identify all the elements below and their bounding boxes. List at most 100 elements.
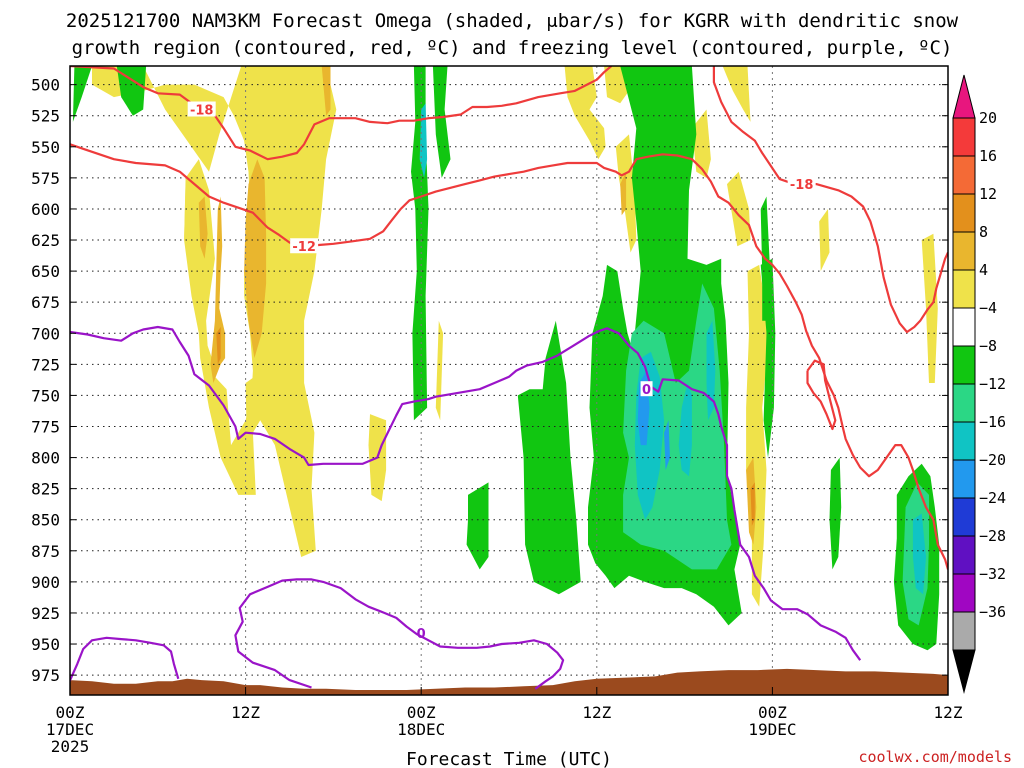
red-label-1: -18 [790,178,814,193]
x-tick-label-60-1: 12Z [934,703,963,722]
y-axis-pressure: 500 525 550 575 600 625 650 675 700 725 750 775 800 8… [31,76,948,685]
x-tick-label-0-1: 00Z [56,703,85,722]
freezing-level-contours: 00 [70,325,862,690]
chart-title-line-1: 2025121700 NAM3KM Forecast Omega (shaded… [66,10,959,32]
x-axis-label: Forecast Time (UTC) [406,749,612,768]
x-tick-label-36-1: 12Z [582,703,611,722]
x-tick-label-48-2: 19DEC [748,720,796,739]
purple-label-bg-0 [640,381,653,397]
omega-region-8 [691,109,711,178]
omega-region-5 [564,66,606,160]
colorbar-bottom-arrow [952,649,976,694]
y-tick-label-950: 950 [31,635,60,654]
y-tick-label-750: 750 [31,386,60,405]
colorbar-swatch-6 [952,345,976,385]
y-tick-label-575: 575 [31,169,60,188]
omega-region-14 [72,66,92,122]
colorbar-label-8: −16 [979,413,1006,431]
omega-region-23 [829,457,842,570]
x-tick-label-0-3: 2025 [51,737,90,756]
red-contour-0 [70,66,613,161]
colorbar-label-13: −36 [979,603,1006,621]
colorbar-swatch-5 [952,307,976,347]
x-tick-label-24-1: 00Z [407,703,436,722]
colorbar-swatch-4 [952,269,976,309]
omega-region-31 [912,513,926,595]
colorbar-swatch-12 [952,573,976,613]
x-tick-label-0-2: 17DEC [46,720,94,739]
red-label-0: -18 [190,104,214,119]
colorbar-label-7: −12 [979,375,1006,393]
colorbar: 20 16 12 8 4 −4 −8 −12 −16 −20 −24 −28 −32 −36 [952,74,1006,694]
omega-region-41 [750,482,755,526]
purple-contour-1 [70,636,180,684]
y-tick-label-550: 550 [31,138,60,157]
omega-region-28 [678,383,692,477]
omega-region-36 [244,159,267,359]
colorbar-label-10: −24 [979,489,1006,507]
colorbar-swatch-3 [952,231,976,271]
omega-region-9 [722,66,751,122]
omega-region-4 [435,320,444,421]
y-tick-label-800: 800 [31,449,60,468]
terrain [70,668,948,695]
colorbar-label-2: 12 [979,185,997,203]
red-label-bg-2 [290,238,319,254]
x-tick-label-48-1: 00Z [758,703,787,722]
colorbar-label-6: −8 [979,337,997,355]
omega-region-40 [216,327,221,365]
y-tick-label-900: 900 [31,573,60,592]
colorbar-label-9: −20 [979,451,1006,469]
y-tick-label-875: 875 [31,542,60,561]
colorbar-label-3: 8 [979,223,988,241]
plot-frame [69,65,949,696]
x-tick-label-12-1: 12Z [231,703,260,722]
omega-region-33 [664,420,670,470]
y-tick-label-850: 850 [31,511,60,530]
omega-region-35 [210,196,226,383]
omega-region-2 [245,376,255,458]
chart-title-line-2: growth region (contoured, red, ºC) and f… [72,37,953,59]
omega-region-18 [466,482,489,570]
y-tick-label-975: 975 [31,666,60,685]
omega-region-34 [198,196,208,259]
colorbar-label-12: −32 [979,565,1006,583]
purple-label-bg-1 [415,624,428,640]
y-tick-label-775: 775 [31,417,60,436]
colorbar-swatch-2 [952,193,976,233]
y-tick-label-725: 725 [31,355,60,374]
colorbar-swatch-1 [952,155,976,195]
colorbar-swatch-0 [952,117,976,157]
omega-region-37 [321,66,331,116]
y-tick-label-625: 625 [31,231,60,250]
credit-text: coolwx.com/models [858,748,1012,766]
omega-region-17 [432,66,451,178]
colorbar-label-5: −4 [979,299,997,317]
y-tick-label-525: 525 [31,107,60,126]
y-tick-label-675: 675 [31,293,60,312]
omega-region-22 [760,258,776,458]
y-tick-label-825: 825 [31,480,60,499]
y-tick-label-500: 500 [31,76,60,95]
colorbar-label-1: 16 [979,147,997,165]
purple-contour-2 [234,578,565,690]
colorbar-top-arrow [952,74,976,119]
omega-region-10 [727,171,751,247]
y-tick-label-650: 650 [31,262,60,281]
colorbar-swatch-10 [952,497,976,537]
omega-region-0 [92,66,337,557]
omega-shading [72,66,940,651]
y-tick-label-700: 700 [31,324,60,343]
colorbar-swatch-9 [952,459,976,499]
colorbar-swatch-13 [952,611,976,651]
colorbar-label-11: −28 [979,527,1006,545]
red-label-bg-1 [787,176,816,192]
x-tick-label-24-2: 18DEC [397,720,445,739]
purple-contour-0 [70,325,862,661]
colorbar-swatch-8 [952,421,976,461]
colorbar-label-0: 20 [979,109,997,127]
red-contour-3 [806,359,837,431]
purple-label-0: 0 [642,383,651,398]
